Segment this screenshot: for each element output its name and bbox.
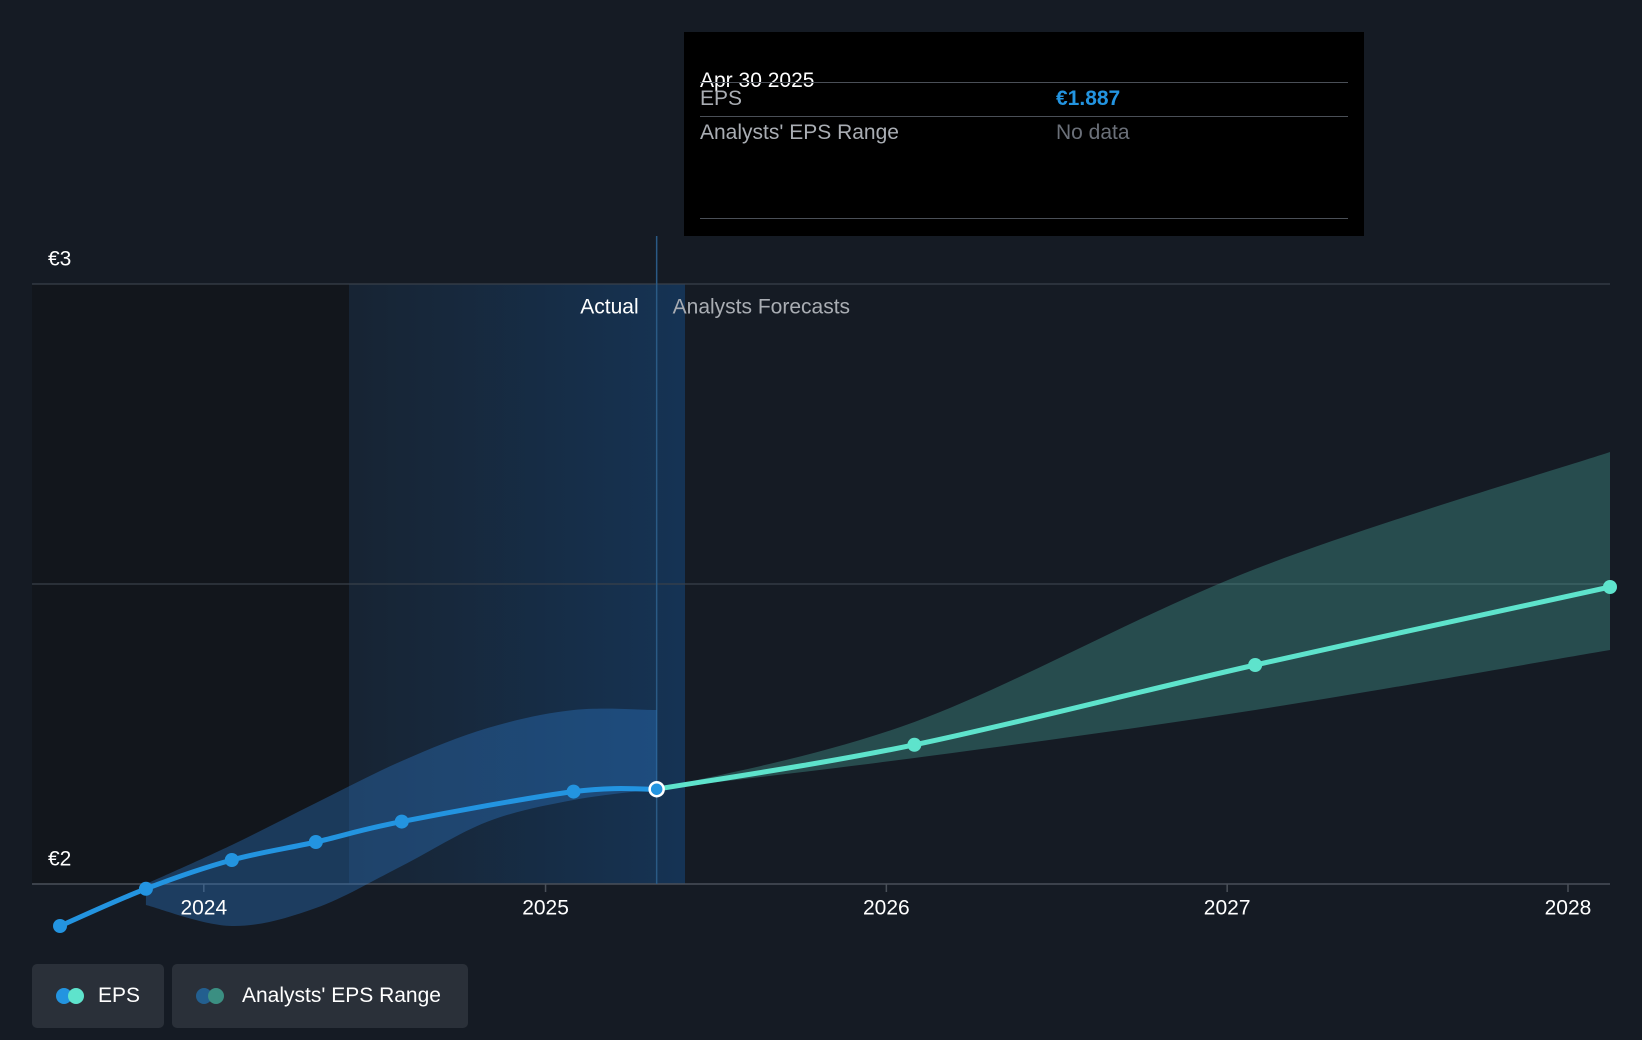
legend-range[interactable]: Analysts' EPS Range bbox=[172, 964, 468, 1028]
tooltip-divider bbox=[700, 116, 1348, 117]
y-tick-label: €3 bbox=[48, 248, 71, 271]
legend-range-label: Analysts' EPS Range bbox=[242, 984, 441, 1007]
tooltip-divider bbox=[700, 218, 1348, 219]
legend-eps-label: EPS bbox=[97, 984, 140, 1007]
eps-point bbox=[1248, 658, 1263, 672]
eps-point bbox=[53, 919, 68, 933]
x-tick-label: 2028 bbox=[1545, 897, 1592, 920]
legend-eps[interactable]: EPS bbox=[32, 964, 164, 1028]
eps-point bbox=[566, 784, 581, 799]
tooltip-eps-value: €1.887 bbox=[1056, 87, 1121, 110]
eps-range-band-forecast bbox=[656, 452, 1610, 790]
eps-point bbox=[138, 881, 153, 896]
x-tick-label: 2027 bbox=[1204, 897, 1251, 920]
actual-label: Actual bbox=[580, 296, 638, 319]
eps-point bbox=[648, 780, 665, 798]
x-tick-label: 2026 bbox=[863, 897, 910, 920]
tooltip-range-value: No data bbox=[1056, 121, 1130, 144]
tooltip-eps-label: EPS bbox=[700, 87, 743, 110]
eps-point bbox=[224, 853, 239, 867]
range-legend-icon bbox=[196, 988, 226, 1004]
eps-point bbox=[907, 737, 922, 752]
tooltip-date: Apr 30 2025 bbox=[700, 69, 815, 92]
tooltip: Apr 30 2025 EPS €1.887 Analysts' EPS Ran… bbox=[684, 32, 1364, 236]
y-tick-label: €2 bbox=[48, 848, 71, 871]
forecast-label: Analysts Forecasts bbox=[673, 296, 850, 319]
eps-point bbox=[394, 814, 409, 829]
tooltip-range-label: Analysts' EPS Range bbox=[700, 121, 899, 144]
eps-legend-icon bbox=[56, 988, 84, 1004]
eps-point bbox=[1603, 580, 1617, 594]
tooltip-divider bbox=[700, 82, 1348, 83]
x-tick-label: 2024 bbox=[180, 897, 227, 920]
x-tick-label: 2025 bbox=[522, 897, 569, 920]
eps-point bbox=[308, 835, 323, 849]
eps-chart: €3 €2 2024 2025 2026 2027 2028 Actual Analysts F… bbox=[32, 236, 1617, 933]
eps-line bbox=[654, 584, 1613, 792]
